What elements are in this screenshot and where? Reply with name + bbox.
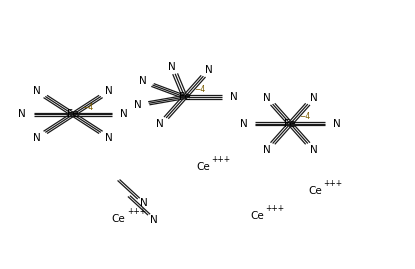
Text: N: N	[263, 93, 271, 102]
Text: N: N	[239, 119, 247, 129]
Text: N: N	[333, 119, 341, 129]
Text: N: N	[18, 109, 26, 119]
Text: N: N	[33, 86, 41, 96]
Text: N: N	[168, 62, 176, 72]
Text: N: N	[105, 133, 113, 143]
Text: +++: +++	[323, 179, 342, 188]
Text: +++: +++	[212, 155, 231, 164]
Text: N: N	[105, 86, 113, 96]
Text: Fe: Fe	[179, 92, 190, 102]
Text: −4: −4	[82, 103, 93, 112]
Text: −4: −4	[299, 112, 310, 121]
Text: N: N	[310, 145, 317, 155]
Text: −4: −4	[194, 85, 205, 94]
Text: N: N	[139, 76, 146, 86]
Text: Fe: Fe	[284, 119, 296, 129]
Text: Ce: Ce	[196, 162, 210, 172]
Text: Ce: Ce	[112, 214, 125, 224]
Text: N: N	[134, 100, 142, 110]
Text: N: N	[140, 199, 148, 208]
Text: N: N	[229, 92, 237, 102]
Text: N: N	[120, 109, 128, 119]
Text: N: N	[205, 65, 213, 75]
Text: Ce: Ce	[308, 186, 322, 196]
Text: N: N	[263, 145, 271, 155]
Text: N: N	[150, 214, 158, 225]
Text: Ce: Ce	[250, 211, 264, 221]
Text: +++: +++	[266, 204, 285, 213]
Text: N: N	[33, 133, 41, 143]
Text: Fe: Fe	[67, 109, 79, 119]
Text: +++: +++	[127, 207, 146, 216]
Text: N: N	[156, 119, 164, 129]
Text: N: N	[310, 93, 317, 102]
